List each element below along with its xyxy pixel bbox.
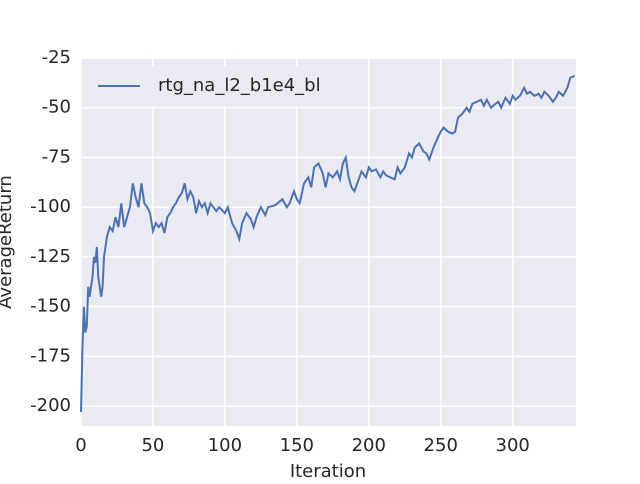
y-tick-label: -150 bbox=[30, 296, 71, 317]
legend-box bbox=[89, 66, 359, 106]
x-tick-label: 100 bbox=[208, 435, 242, 456]
x-tick-label: 50 bbox=[141, 435, 164, 456]
y-tick-label: -25 bbox=[42, 47, 71, 68]
y-tick-label: -100 bbox=[30, 196, 71, 217]
y-tick-label: -175 bbox=[30, 345, 71, 366]
x-tick-label: 300 bbox=[496, 435, 530, 456]
y-tick-label: -75 bbox=[42, 146, 71, 167]
x-axis-label: Iteration bbox=[290, 461, 366, 480]
x-tick-label: 200 bbox=[352, 435, 386, 456]
line bbox=[80, 74, 575, 413]
x-tick-label: 250 bbox=[424, 435, 458, 456]
x-tick-label: 0 bbox=[75, 435, 86, 456]
x-tick-label: 150 bbox=[280, 435, 314, 456]
y-tick-label: -200 bbox=[30, 395, 71, 416]
legend-label: rtg_na_l2_b1e4_bl bbox=[158, 75, 321, 96]
y-tick-label: -125 bbox=[30, 246, 71, 267]
plot-area bbox=[81, 58, 576, 426]
y-tick-label: -50 bbox=[42, 97, 71, 118]
y-axis-label: AverageReturn bbox=[0, 175, 16, 309]
